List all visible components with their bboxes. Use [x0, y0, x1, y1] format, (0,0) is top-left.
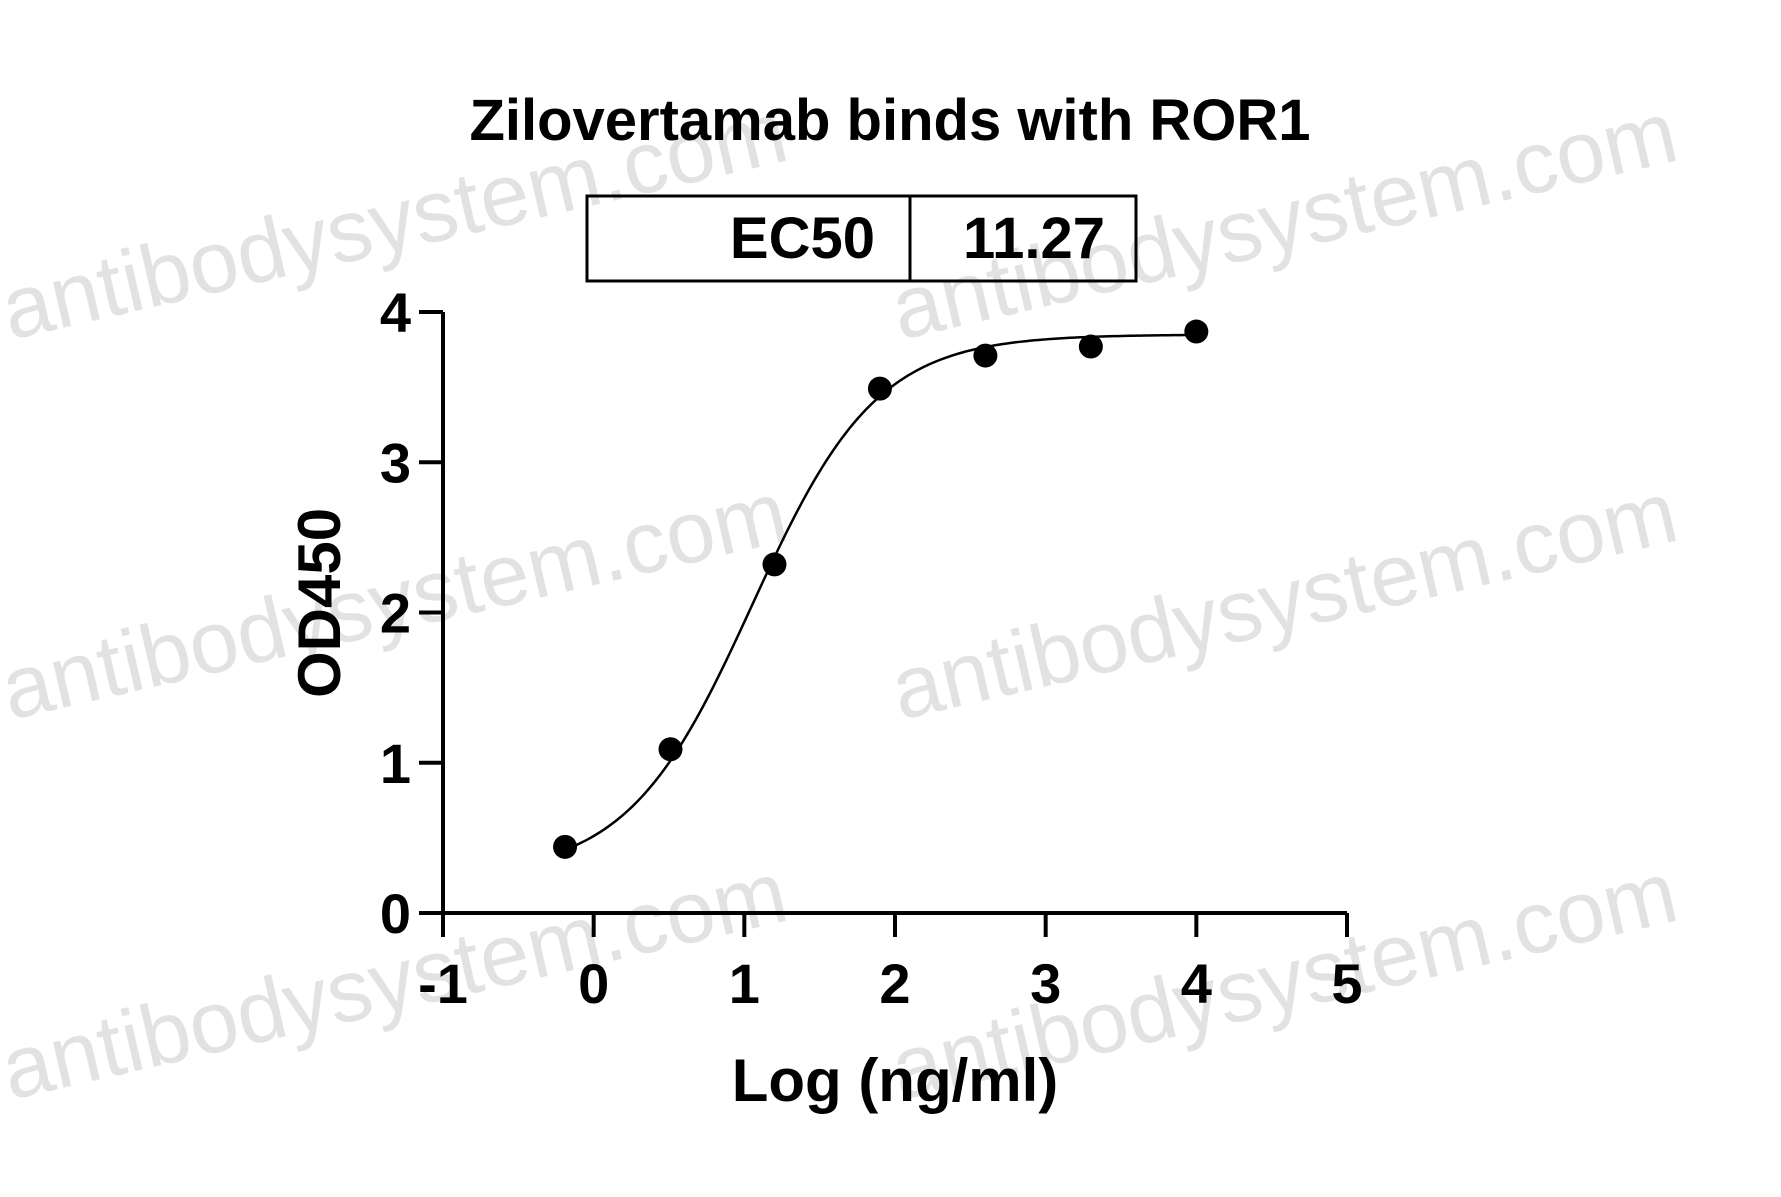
data-point	[1184, 319, 1209, 344]
y-tick-label: 3	[380, 431, 411, 494]
data-point	[658, 737, 683, 762]
data-point	[867, 376, 892, 401]
y-tick-label: 0	[380, 882, 411, 945]
data-point	[553, 834, 578, 859]
watermark-text: antibodysystem.com	[882, 462, 1686, 739]
y-tick-label: 1	[380, 732, 411, 795]
x-tick-label: 3	[1030, 952, 1061, 1015]
y-tick-label: 4	[380, 281, 411, 344]
ec50-label: EC50	[730, 206, 875, 271]
x-tick-label: 1	[729, 952, 760, 1015]
x-tick-label: 2	[879, 952, 910, 1015]
ec50-table: EC50 11.27	[585, 194, 1138, 283]
x-tick-label: -1	[418, 952, 468, 1015]
data-point	[973, 343, 998, 368]
data-point	[1078, 334, 1103, 359]
chart-title: Zilovertamab binds with ROR1	[469, 88, 1310, 153]
x-tick-label: 4	[1181, 952, 1212, 1015]
data-points	[553, 319, 1209, 859]
ec50-value: 11.27	[963, 206, 1105, 271]
y-axis-label: OD450	[286, 508, 353, 698]
y-tick-label: 2	[380, 582, 411, 645]
x-tick-label: 5	[1331, 952, 1362, 1015]
data-point	[762, 552, 787, 577]
x-tick-label: 0	[578, 952, 609, 1015]
x-axis-label: Log (ng/ml)	[732, 1047, 1059, 1114]
